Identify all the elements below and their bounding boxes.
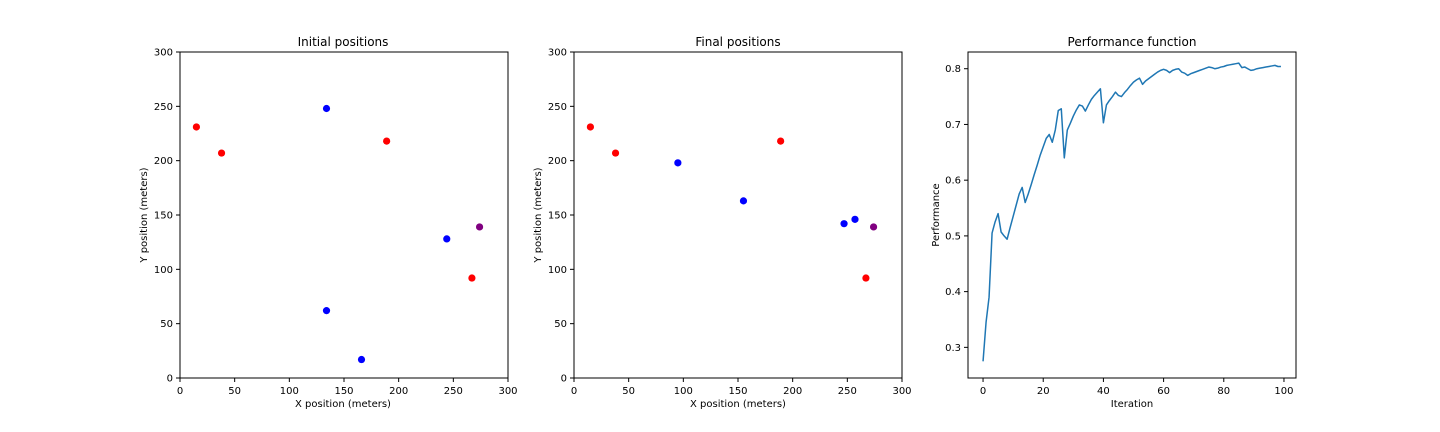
x-tick-label: 60 <box>1157 386 1170 397</box>
series-line <box>982 62 1281 362</box>
scatter-point <box>357 355 366 364</box>
scatter-point <box>777 137 785 145</box>
y-tick-label: 0 <box>561 374 567 385</box>
scatter-point <box>611 149 620 157</box>
y-tick-label: 0.5 <box>945 231 961 242</box>
chart-title: Performance function <box>1068 35 1197 49</box>
scatter-point <box>192 123 200 131</box>
x-axis-label: Iteration <box>1111 399 1153 410</box>
y-tick-label: 50 <box>554 319 567 330</box>
x-tick-label: 40 <box>1097 386 1110 397</box>
y-tick-label: 0.8 <box>945 64 961 75</box>
scatter-point <box>840 220 848 228</box>
scatter-point <box>586 123 595 131</box>
y-tick-label: 0.3 <box>945 343 961 354</box>
y-tick-label: 50 <box>160 319 173 330</box>
y-tick-label: 150 <box>154 211 173 222</box>
x-tick-label: 50 <box>622 386 635 397</box>
marks-group <box>586 123 878 282</box>
scatter-point <box>674 159 682 167</box>
scatter-point <box>443 235 451 243</box>
y-tick-label: 0.7 <box>945 120 961 131</box>
chart-final-positions: Final positions X position (meters) Y po… <box>533 35 912 410</box>
x-tick-label: 200 <box>389 386 408 397</box>
x-tick-label: 150 <box>334 386 353 397</box>
chart-performance-function: Performance function Iteration Performan… <box>931 35 1297 410</box>
x-axis-label: X position (meters) <box>690 399 786 410</box>
x-tick-label: 20 <box>1037 386 1050 397</box>
x-tick-label: 150 <box>728 386 747 397</box>
y-tick-label: 0 <box>167 374 173 385</box>
scatter-point <box>383 137 391 145</box>
y-tick-label: 100 <box>548 265 567 276</box>
x-tick-label: 80 <box>1217 386 1230 397</box>
y-axis-label: Performance <box>931 183 942 246</box>
y-tick-label: 100 <box>154 265 173 276</box>
y-tick-label: 0.6 <box>945 176 961 187</box>
x-tick-label: 300 <box>892 386 911 397</box>
scatter-point <box>862 274 870 282</box>
x-tick-label: 50 <box>228 386 241 397</box>
x-tick-label: 200 <box>783 386 802 397</box>
y-tick-label: 0.4 <box>945 287 961 298</box>
x-tick-label: 100 <box>280 386 299 397</box>
scatter-point <box>851 215 859 223</box>
marks-group <box>982 62 1281 362</box>
x-tick-label: 100 <box>1274 386 1293 397</box>
ticks-group: 0 20 40 60 80 100 0.3 0.4 0.5 0.6 0.7 0.8 <box>945 64 1293 397</box>
x-tick-label: 250 <box>838 386 857 397</box>
y-tick-label: 250 <box>154 102 173 113</box>
x-axis-label: X position (meters) <box>295 399 391 410</box>
x-tick-label: 0 <box>571 386 577 397</box>
y-tick-label: 300 <box>154 48 173 59</box>
y-tick-label: 250 <box>548 102 567 113</box>
plot-frame <box>573 51 903 379</box>
y-tick-label: 200 <box>548 156 567 167</box>
scatter-point <box>468 274 476 282</box>
ticks-group: 0 50 100 150 200 250 300 0 50 100 150 200 250 300 <box>154 48 518 398</box>
scatter-point <box>322 307 331 315</box>
scatter-point <box>217 149 226 157</box>
plot-frame <box>967 51 1297 379</box>
scatter-point <box>475 223 484 231</box>
x-tick-label: 300 <box>498 386 517 397</box>
y-tick-label: 300 <box>548 48 567 59</box>
scatter-point <box>739 197 748 205</box>
x-tick-label: 0 <box>177 386 183 397</box>
ticks-group: 0 50 100 150 200 250 300 0 50 100 150 200 250 300 <box>548 48 912 398</box>
scatter-point <box>322 104 331 113</box>
x-tick-label: 250 <box>444 386 463 397</box>
y-axis-label: Y position (meters) <box>139 167 150 263</box>
chart-initial-positions: Initial positions X position (meters) Y … <box>139 35 518 410</box>
chart-title: Initial positions <box>298 35 389 49</box>
y-axis-label: Y position (meters) <box>533 167 544 263</box>
y-tick-label: 150 <box>548 211 567 222</box>
chart-title: Final positions <box>695 35 780 49</box>
scatter-point <box>869 223 878 231</box>
y-tick-label: 200 <box>154 156 173 167</box>
marks-group <box>192 104 484 364</box>
plot-frame <box>179 51 509 379</box>
x-tick-label: 100 <box>674 386 693 397</box>
x-tick-label: 0 <box>980 386 986 397</box>
